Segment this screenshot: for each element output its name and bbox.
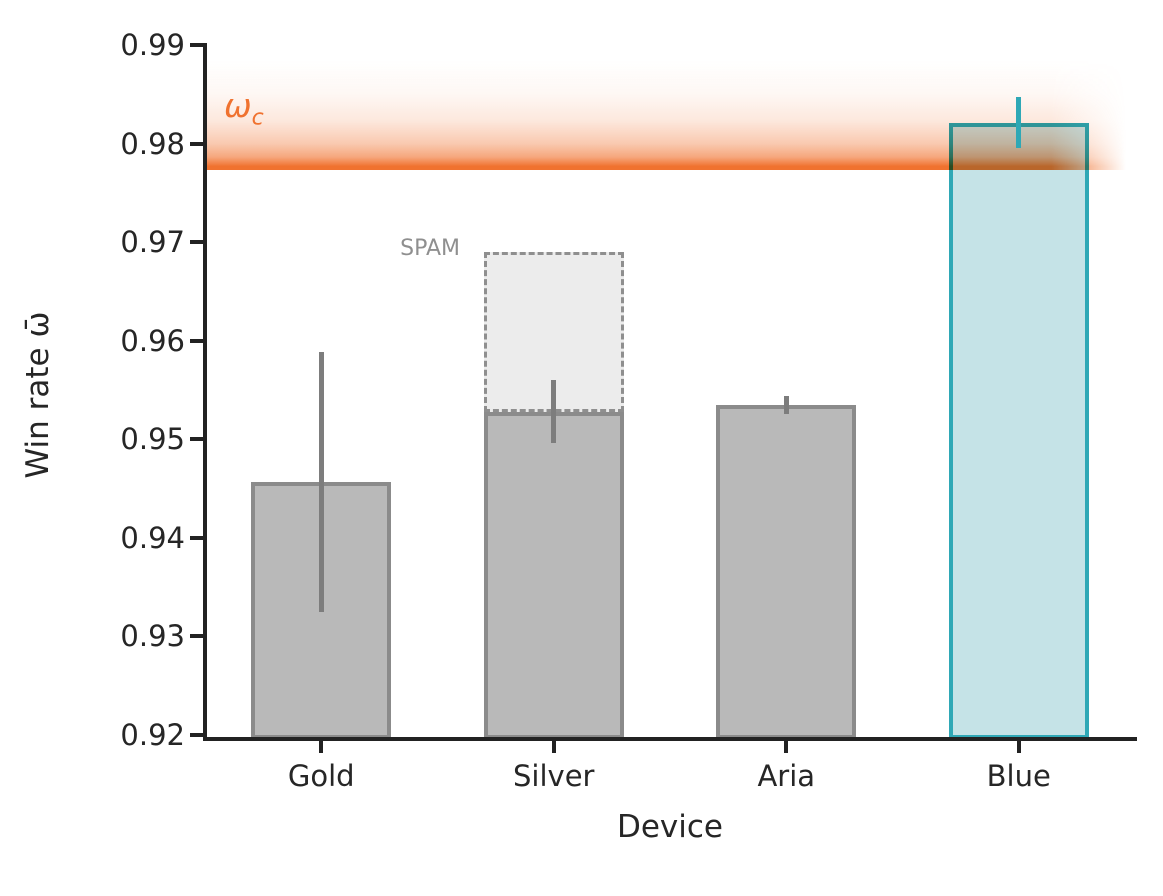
x-axis-spine — [203, 737, 1137, 741]
y-tick-label-0.99: 0.99 — [120, 28, 185, 62]
bar-silver — [483, 411, 624, 739]
y-tick-label-0.96: 0.96 — [120, 323, 185, 358]
y-tick-0.98 — [190, 141, 204, 146]
x-tick-aria — [784, 739, 789, 753]
x-tick-blue — [1016, 739, 1021, 753]
error-bar-gold — [318, 351, 324, 612]
x-tick-silver — [551, 739, 556, 753]
x-tick-label-silver: Silver — [513, 759, 595, 793]
threshold-symbol: ω — [224, 86, 252, 125]
y-tick-0.96 — [190, 338, 204, 343]
y-tick-label-0.95: 0.95 — [120, 422, 185, 457]
threshold-subscript: c — [251, 105, 264, 131]
spam-label: SPAM — [400, 236, 460, 261]
y-tick-0.99 — [190, 43, 204, 47]
x-tick-label-aria: Aria — [757, 759, 816, 793]
bar-aria — [716, 404, 857, 739]
y-axis-spine — [203, 43, 207, 741]
threshold-glow-band — [205, 60, 1135, 171]
y-tick-0.95 — [190, 437, 204, 442]
error-bar-aria — [783, 395, 789, 414]
y-tick-label-0.97: 0.97 — [120, 225, 185, 260]
y-tick-label-0.93: 0.93 — [120, 619, 185, 654]
y-tick-0.93 — [190, 634, 204, 639]
x-tick-gold — [319, 739, 324, 753]
y-tick-0.97 — [190, 240, 204, 245]
y-axis-label: Win rate ω̄ — [20, 311, 56, 479]
x-axis-label: Device — [616, 809, 724, 845]
error-bar-silver — [551, 380, 557, 444]
y-tick-label-0.92: 0.92 — [120, 718, 185, 752]
y-tick-0.92 — [190, 733, 204, 737]
bar-blue — [948, 122, 1089, 739]
threshold-label: ωc — [224, 86, 264, 129]
x-tick-label-blue: Blue — [986, 759, 1051, 793]
y-tick-label-0.98: 0.98 — [120, 126, 185, 161]
y-tick-0.94 — [190, 535, 204, 540]
error-bar-blue — [1016, 97, 1022, 149]
x-tick-label-gold: Gold — [287, 759, 355, 793]
y-tick-label-0.94: 0.94 — [120, 520, 185, 555]
